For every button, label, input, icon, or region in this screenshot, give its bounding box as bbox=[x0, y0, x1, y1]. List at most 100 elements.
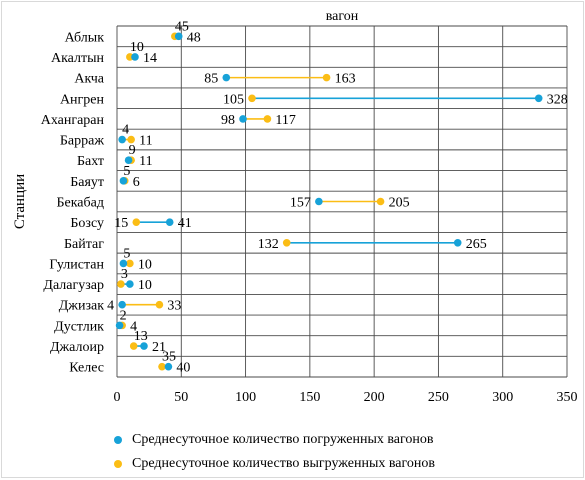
category-label: Бозсу bbox=[70, 216, 104, 231]
data-label-unloaded: 35 bbox=[162, 350, 176, 365]
data-label-unloaded: 4 bbox=[130, 319, 137, 334]
data-label-loaded: 48 bbox=[187, 30, 201, 45]
data-label-loaded: 98 bbox=[221, 113, 235, 128]
data-label-loaded: 5 bbox=[123, 246, 130, 261]
data-label-loaded: 157 bbox=[290, 196, 311, 211]
category-label: Келес bbox=[69, 361, 104, 376]
point-unloaded bbox=[126, 259, 134, 268]
point-loaded bbox=[124, 156, 133, 165]
data-label-loaded: 4 bbox=[122, 123, 129, 138]
data-label-unloaded: 205 bbox=[389, 196, 410, 211]
legend-label-loaded: Среднесуточное количество погруженных ва… bbox=[132, 432, 434, 447]
x-tick-label: 100 bbox=[235, 390, 256, 405]
connectors bbox=[119, 35, 539, 368]
data-label-loaded: 40 bbox=[176, 361, 190, 376]
category-label: Ахангаран bbox=[41, 113, 105, 128]
data-label-unloaded: 10 bbox=[130, 40, 144, 55]
data-label-loaded: 14 bbox=[143, 51, 157, 66]
point-unloaded bbox=[263, 115, 272, 123]
point-loaded bbox=[118, 135, 126, 144]
data-label-loaded: 4 bbox=[107, 299, 114, 314]
category-label: Далагузар bbox=[43, 278, 104, 293]
point-loaded bbox=[534, 94, 543, 103]
data-label-unloaded: 117 bbox=[275, 113, 295, 128]
point-unloaded bbox=[282, 238, 291, 247]
category-label: Аблык bbox=[65, 30, 105, 45]
point-loaded bbox=[140, 342, 148, 350]
legend-marker-loaded bbox=[114, 436, 122, 444]
point-unloaded bbox=[155, 300, 164, 309]
legend-marker-unloaded bbox=[114, 460, 122, 468]
data-label-unloaded: 105 bbox=[223, 92, 244, 107]
point-loaded bbox=[119, 177, 128, 185]
x-tick-label: 250 bbox=[428, 390, 449, 405]
data-label-loaded: 328 bbox=[547, 92, 568, 107]
category-label: Акалтын bbox=[51, 51, 105, 66]
point-loaded bbox=[119, 259, 128, 268]
category-label: Баяут bbox=[70, 175, 104, 190]
grid bbox=[116, 25, 568, 378]
category-label: Дустлик bbox=[54, 319, 104, 334]
data-labels: 4845141016385328105117981141196520515741… bbox=[107, 19, 568, 375]
data-label-unloaded: 45 bbox=[175, 19, 189, 34]
point-loaded bbox=[453, 238, 462, 247]
category-label: Джалоир bbox=[50, 340, 104, 355]
point-unloaded bbox=[127, 135, 135, 144]
x-tick-label: 50 bbox=[174, 390, 188, 405]
point-loaded bbox=[222, 73, 231, 82]
y-axis-title: Станции bbox=[12, 174, 28, 229]
category-label: Гулистан bbox=[49, 257, 104, 272]
data-label-unloaded: 3 bbox=[121, 267, 128, 282]
x-tick-label: 300 bbox=[492, 390, 513, 405]
point-loaded bbox=[315, 197, 323, 206]
point-unloaded bbox=[117, 280, 125, 288]
data-points bbox=[115, 32, 543, 371]
category-label: Бахт bbox=[77, 154, 104, 169]
category-label: Акча bbox=[74, 72, 104, 87]
data-label-unloaded: 10 bbox=[138, 257, 152, 272]
legend-label-unloaded: Среднесуточное количество выгруженных ва… bbox=[132, 456, 436, 471]
data-label-loaded: 10 bbox=[138, 278, 152, 293]
point-loaded bbox=[164, 362, 173, 371]
x-tick-label: 350 bbox=[557, 390, 578, 405]
category-label: Бекабад bbox=[56, 196, 104, 211]
chart-title: вагон bbox=[326, 9, 359, 24]
point-unloaded bbox=[129, 342, 138, 350]
data-label-unloaded: 11 bbox=[139, 154, 152, 169]
category-labels: Аблык Акалтын Акча Ангрен Ахангаран Барраж Бах… bbox=[41, 30, 105, 375]
data-label-unloaded: 15 bbox=[114, 216, 128, 231]
category-label: Джизак bbox=[59, 299, 104, 314]
data-label-loaded: 9 bbox=[129, 143, 136, 158]
category-label: Барраж bbox=[60, 134, 104, 149]
point-loaded bbox=[131, 53, 139, 61]
x-tick-label: 150 bbox=[299, 390, 320, 405]
data-label-loaded: 5 bbox=[123, 164, 130, 179]
data-label-loaded: 2 bbox=[120, 308, 127, 323]
point-loaded bbox=[118, 300, 126, 309]
x-tick-label: 200 bbox=[364, 390, 385, 405]
point-unloaded bbox=[322, 73, 331, 82]
point-loaded bbox=[126, 280, 134, 288]
data-label-unloaded: 33 bbox=[167, 299, 181, 314]
data-label-unloaded: 13 bbox=[134, 329, 148, 344]
data-label-unloaded: 163 bbox=[335, 72, 356, 87]
x-tick-labels: 0 50 100 150 200 250 300 350 bbox=[114, 390, 578, 405]
point-loaded bbox=[115, 321, 124, 330]
point-unloaded bbox=[248, 94, 256, 103]
legend-item-loaded: Среднесуточное количество погруженных ва… bbox=[114, 428, 435, 452]
point-loaded bbox=[239, 115, 247, 123]
data-label-unloaded: 132 bbox=[258, 237, 279, 252]
chart-plot: вагон Станции Аблык Акалтын Акча Ангрен Ахан… bbox=[12, 9, 578, 405]
data-label-unloaded: 6 bbox=[133, 175, 140, 190]
legend: Среднесуточное количество погруженных ва… bbox=[114, 428, 435, 476]
point-unloaded bbox=[132, 218, 141, 226]
data-label-loaded: 265 bbox=[466, 237, 487, 252]
point-unloaded bbox=[376, 197, 385, 206]
x-tick-label: 0 bbox=[114, 390, 121, 405]
category-label: Ангрен bbox=[60, 92, 105, 107]
point-loaded bbox=[165, 218, 174, 226]
data-label-loaded: 21 bbox=[152, 340, 166, 355]
data-label-loaded: 85 bbox=[204, 72, 218, 87]
data-label-unloaded: 11 bbox=[139, 134, 152, 149]
